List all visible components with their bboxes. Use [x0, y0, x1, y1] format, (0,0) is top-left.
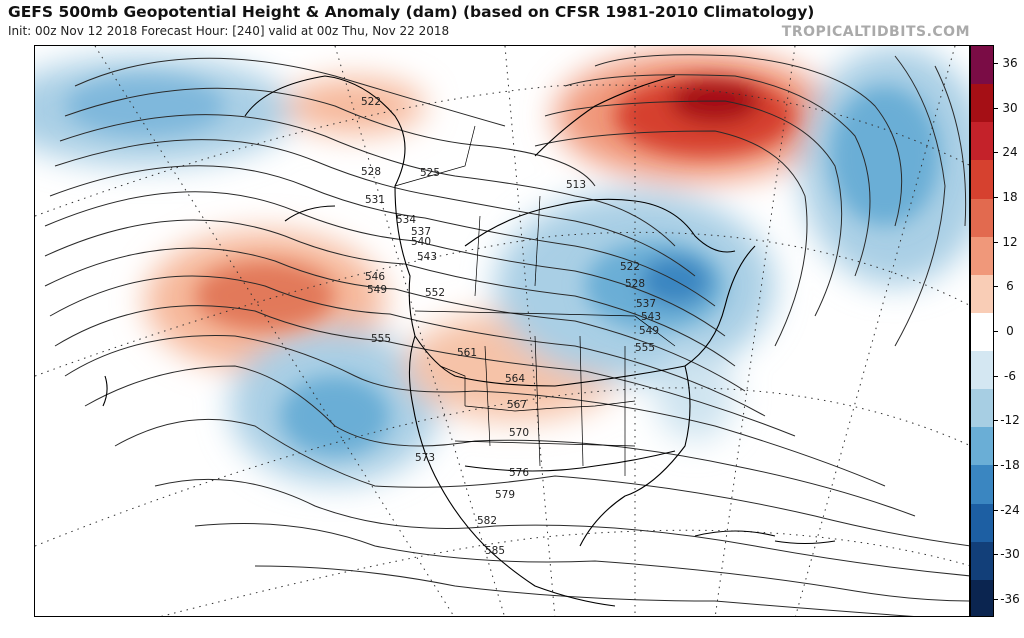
colorbar-tick — [994, 465, 998, 466]
colorbar-tick — [994, 331, 998, 332]
coastlines — [102, 75, 836, 607]
colorbar-tick — [994, 152, 998, 154]
contour-label: 522 — [620, 261, 640, 273]
colorbar-label: -30 — [1000, 547, 1020, 562]
colorbar-tick — [994, 375, 998, 377]
contour-label: 561 — [457, 347, 477, 359]
colorbar-segment — [971, 274, 993, 314]
contour-label: 549 — [367, 284, 387, 296]
colorbar-segment — [971, 465, 993, 505]
contour-label: 549 — [639, 325, 659, 337]
colorbar-label: 36 — [1002, 56, 1018, 70]
colorbar-segment — [971, 312, 993, 352]
chart-title: GEFS 500mb Geopotential Height & Anomaly… — [8, 3, 815, 21]
contour-label: 531 — [365, 194, 385, 206]
colorbar-segment — [971, 160, 993, 200]
colorbar-segment — [971, 579, 993, 616]
contour-label: 579 — [495, 489, 515, 501]
contour-label: 525 — [420, 167, 440, 179]
contour-label: 513 — [566, 179, 586, 191]
colorbar-tick — [994, 286, 998, 288]
colorbar-label: 24 — [1002, 145, 1018, 160]
colorbar-tick — [994, 599, 998, 600]
contour-label: 564 — [505, 373, 525, 385]
colorbar-label: 30 — [1002, 100, 1018, 115]
colorbar-segment — [971, 46, 993, 85]
colorbar-tick — [994, 63, 998, 64]
colorbar-label: 6 — [1006, 279, 1014, 294]
contour-label: 543 — [417, 251, 437, 263]
colorbar-segment — [971, 198, 993, 238]
contour-label: 528 — [361, 166, 381, 178]
contour-labels: 522 525 528 531 534 537 540 543 546 549 … — [361, 96, 661, 557]
colorbar-label: -24 — [1000, 502, 1020, 517]
colorbar-segment — [971, 122, 993, 161]
colorbar-segment — [971, 351, 993, 390]
height-contours — [44, 54, 969, 616]
colorbar-segment — [971, 389, 993, 428]
contour-label: 573 — [415, 452, 435, 464]
contour-label: 582 — [477, 515, 497, 527]
anomaly-map: 522 525 528 531 534 537 540 543 546 549 … — [34, 45, 970, 617]
contour-label: 528 — [625, 278, 645, 290]
political-borders — [394, 125, 676, 476]
colorbar-tick — [994, 241, 998, 243]
colorbar-label: -6 — [1004, 368, 1016, 383]
colorbar-segment — [971, 503, 993, 543]
anomaly-positive-alaska — [285, 78, 425, 134]
colorbar-label: 12 — [1002, 234, 1018, 249]
colorbar — [970, 45, 994, 617]
colorbar-tick — [994, 554, 998, 556]
contour-label: 552 — [425, 287, 445, 299]
contour-label: 537 — [411, 226, 431, 238]
colorbar-segment — [971, 541, 993, 581]
colorbar-tick — [994, 107, 998, 109]
contour-label: 522 — [361, 96, 381, 108]
colorbar-label: 18 — [1002, 190, 1018, 204]
contour-label: 537 — [636, 298, 656, 310]
contour-label: 570 — [509, 427, 529, 439]
colorbar-label: -12 — [1000, 413, 1020, 428]
graticule — [35, 46, 969, 616]
colorbar-tick — [994, 509, 998, 511]
anomaly-negative-east — [655, 351, 735, 441]
colorbar-tick — [994, 420, 998, 422]
contour-label: 540 — [411, 236, 431, 248]
map-canvas: 522 525 528 531 534 537 540 543 546 549 … — [35, 46, 969, 616]
contour-label: 555 — [635, 342, 655, 354]
contour-label: 585 — [485, 545, 505, 557]
contour-label: 567 — [507, 399, 527, 411]
contour-label: 543 — [641, 311, 661, 323]
contour-label: 546 — [365, 271, 385, 283]
colorbar-segment — [971, 236, 993, 276]
site-credit: TROPICALTIDBITS.COM — [781, 24, 970, 40]
contour-label: 576 — [509, 467, 529, 479]
contour-label: 555 — [371, 333, 391, 345]
colorbar-segment — [971, 84, 993, 123]
colorbar-label: -18 — [1000, 458, 1020, 472]
forecast-info: Init: 00z Nov 12 2018 Forecast Hour: [24… — [8, 24, 450, 38]
contour-label: 534 — [396, 214, 416, 226]
colorbar-label: -36 — [1000, 592, 1020, 606]
colorbar-label: 0 — [1006, 324, 1014, 338]
colorbar-segment — [971, 427, 993, 466]
colorbar-tick — [994, 197, 998, 198]
anomaly-shading — [35, 46, 969, 484]
